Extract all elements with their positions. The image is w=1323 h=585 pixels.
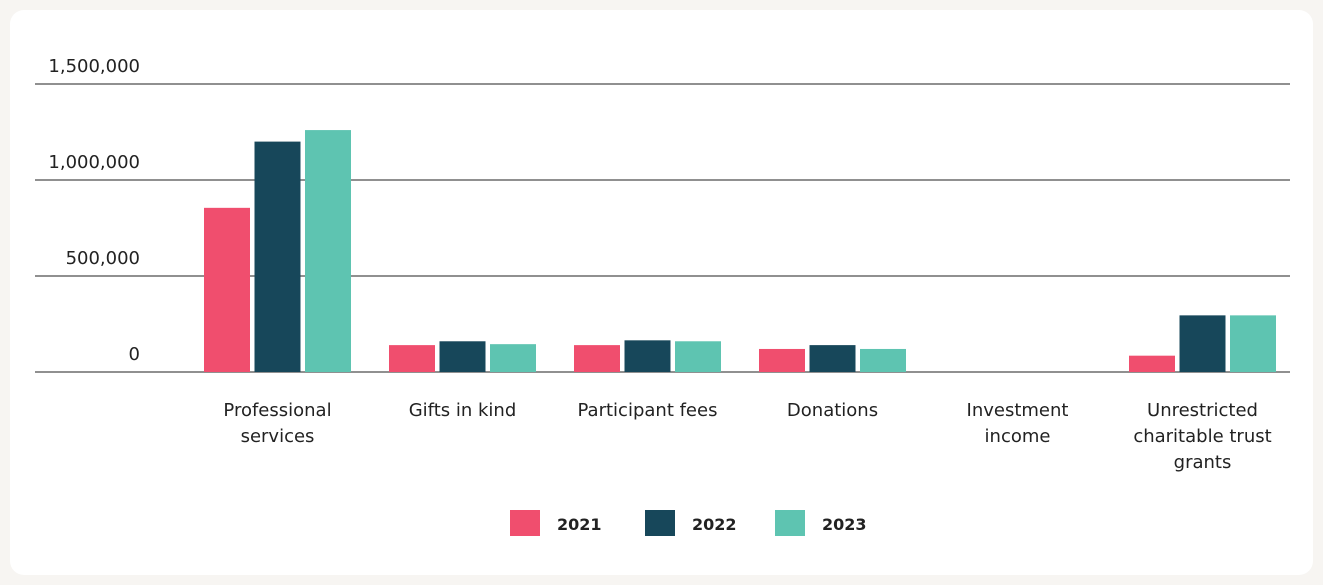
- y-tick-label: 500,000: [66, 248, 140, 269]
- bar: [204, 207, 250, 372]
- bar: [439, 341, 486, 372]
- y-tick-label: 1,500,000: [48, 56, 140, 77]
- x-tick-label: Unrestricted charitable trust grants: [1133, 400, 1272, 473]
- x-tick-label: Donations: [786, 400, 879, 421]
- bar: [574, 345, 620, 372]
- legend-label: 2023: [822, 515, 867, 534]
- x-tick-label: Participant fees: [577, 400, 718, 421]
- bar: [860, 348, 906, 372]
- bar: [305, 130, 351, 372]
- bar: [759, 348, 805, 372]
- bar: [1230, 315, 1276, 372]
- bar: [675, 341, 721, 372]
- bar: [624, 340, 671, 372]
- y-tick-label: 1,000,000: [48, 152, 140, 173]
- bar: [1179, 315, 1226, 372]
- legend-swatch: [645, 510, 675, 536]
- legend-swatch: [775, 510, 805, 536]
- x-tick-label: Gifts in kind: [408, 400, 517, 421]
- legend-swatch: [510, 510, 540, 536]
- y-tick-label: 0: [129, 344, 140, 365]
- x-tick-label: Investment income: [966, 400, 1069, 447]
- legend-label: 2022: [692, 515, 737, 534]
- legend-label: 2021: [557, 515, 602, 534]
- bar: [1129, 355, 1175, 372]
- bar: [389, 345, 435, 372]
- bar: [490, 344, 536, 372]
- bar: [254, 141, 301, 372]
- bar: [809, 345, 856, 372]
- x-tick-label: Professional services: [223, 400, 332, 447]
